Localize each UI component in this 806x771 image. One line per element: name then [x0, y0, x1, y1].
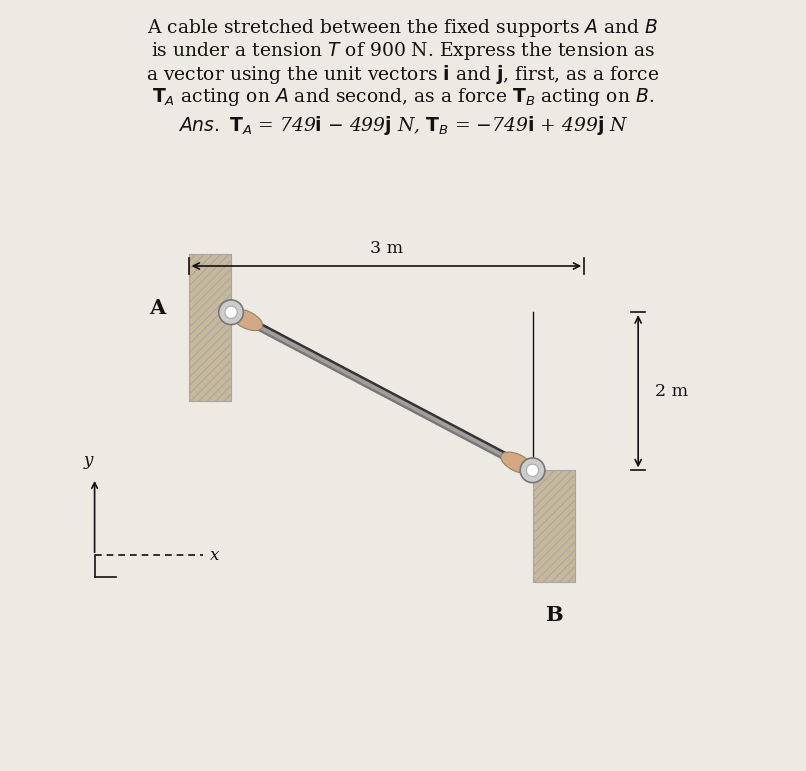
Bar: [189, 254, 231, 401]
Circle shape: [225, 306, 237, 318]
Bar: [533, 470, 575, 582]
Circle shape: [520, 458, 545, 483]
Text: $\mathbf{T}_A$ acting on $A$ and second, as a force $\mathbf{T}_B$ acting on $B$: $\mathbf{T}_A$ acting on $A$ and second,…: [152, 86, 654, 109]
Text: A cable stretched between the fixed supports $A$ and $B$: A cable stretched between the fixed supp…: [147, 17, 659, 39]
Text: 3 m: 3 m: [370, 240, 403, 257]
Text: y: y: [84, 452, 93, 469]
Text: x: x: [210, 547, 219, 564]
Text: 2 m: 2 m: [655, 382, 688, 400]
Text: is under a tension $T$ of 900 N. Express the tension as: is under a tension $T$ of 900 N. Express…: [151, 40, 655, 62]
Ellipse shape: [501, 452, 533, 473]
Ellipse shape: [231, 309, 263, 331]
Text: a vector using the unit vectors $\mathbf{i}$ and $\mathbf{j}$, first, as a force: a vector using the unit vectors $\mathbf…: [147, 63, 659, 86]
Bar: [533, 470, 575, 582]
Text: $\mathit{Ans.}$ $\mathbf{T}_A$ = 749$\mathbf{i}$ $-$ 499$\mathbf{j}$ N, $\mathbf: $\mathit{Ans.}$ $\mathbf{T}_A$ = 749$\ma…: [178, 114, 628, 137]
Circle shape: [526, 464, 538, 476]
Text: A: A: [149, 298, 165, 318]
Text: B: B: [545, 605, 563, 625]
Circle shape: [218, 300, 243, 325]
Bar: [189, 254, 231, 401]
